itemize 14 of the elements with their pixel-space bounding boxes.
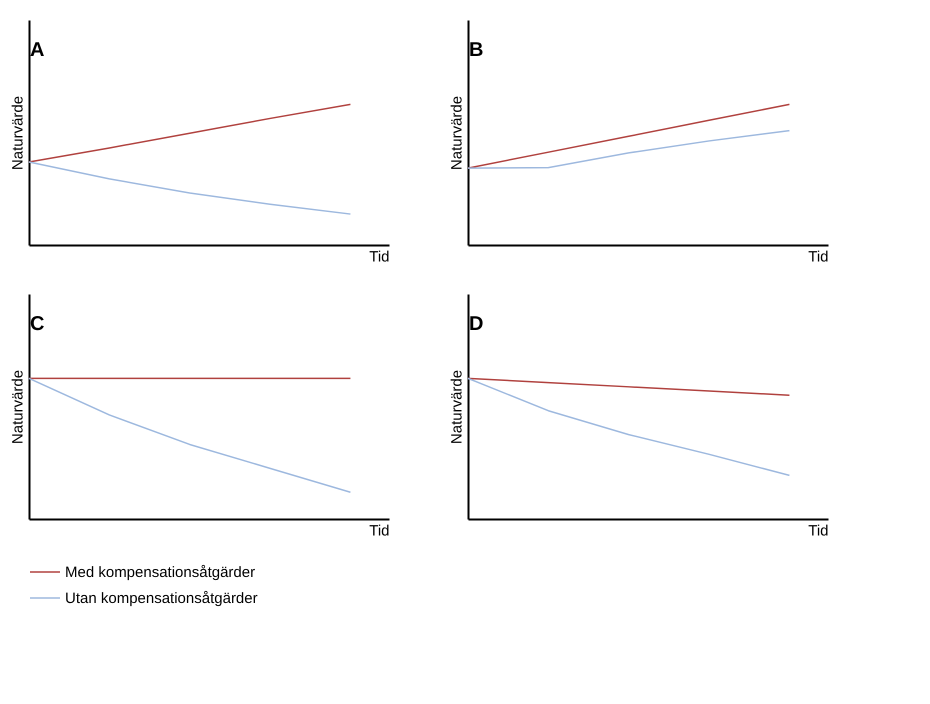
x-axis-title: Tid [808, 248, 828, 266]
y-axis-title: Naturvärde [10, 370, 26, 444]
x-axis-title: Tid [808, 522, 828, 540]
y-axis-title: Naturvärde [448, 370, 466, 444]
chart-title: C [30, 313, 44, 335]
x-axis-title: Tid [369, 248, 390, 266]
chart-title: A [30, 39, 44, 61]
legend-label: Utan kompensationsåtgärder [65, 590, 258, 607]
chart-title: B [469, 39, 484, 61]
chart-title: D [469, 313, 484, 335]
legend-label: Med kompensationsåtgärder [65, 564, 256, 581]
y-axis-title: Naturvärde [10, 96, 26, 170]
y-axis-title: Naturvärde [448, 96, 466, 170]
x-axis-title: Tid [369, 522, 390, 540]
